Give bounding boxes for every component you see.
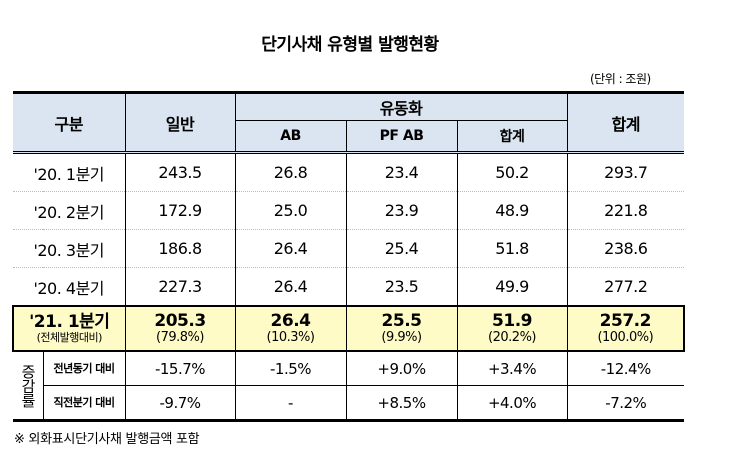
cell-sec-total: 51.9 (20.2%): [456, 305, 568, 352]
cell-general: 186.8: [124, 229, 236, 268]
footnote: ※ 외화표시단기사채 발행금액 포함: [14, 432, 200, 447]
cell-general: 172.9: [124, 191, 236, 230]
cell-total: 221.8: [566, 191, 685, 230]
cell-pfab: +8.5%: [345, 385, 458, 422]
table-row: '20. 4분기 227.3 26.4 23.5 49.9 277.2: [13, 267, 685, 306]
header-sec-total: 합계: [456, 120, 568, 153]
cell-ab: -: [234, 385, 347, 422]
table-row: '20. 3분기 186.8 26.4 25.4 51.8 238.6: [13, 229, 685, 268]
table-row: '20. 2분기 172.9 25.0 23.9 48.9 221.8: [13, 191, 685, 230]
cell-general: 205.3 (79.8%): [124, 305, 236, 352]
cell-ab: 26.4 (10.3%): [234, 305, 347, 352]
cell-sec-total: +4.0%: [456, 385, 568, 422]
cell-sec-total: 50.2: [456, 152, 568, 192]
row-label: 전년동기 대비: [42, 351, 126, 386]
cell-total: 257.2 (100.0%): [566, 305, 686, 352]
cell-total: -7.2%: [566, 385, 685, 422]
table-row: '20. 1분기 243.5 26.8 23.4 50.2 293.7: [13, 152, 685, 192]
cell-pfab: 23.4: [345, 152, 458, 192]
cell-general: -9.7%: [124, 385, 236, 422]
cell-pfab: 25.5 (9.9%): [345, 305, 458, 352]
row-label: '20. 2분기: [13, 191, 126, 230]
change-row: 직전분기 대비 -9.7% - +8.5% +4.0% -7.2%: [13, 385, 685, 422]
cell-general: 243.5: [124, 152, 236, 192]
cell-pfab: 25.4: [345, 229, 458, 268]
row-label: '20. 4분기: [13, 267, 126, 306]
change-group-label: 증감률: [13, 351, 44, 422]
cell-ab: 26.4: [234, 229, 347, 268]
cell-ab: -1.5%: [234, 351, 347, 386]
cell-ab: 25.0: [234, 191, 347, 230]
unit-label: (단위 : 조원): [590, 72, 651, 86]
cell-pfab: +9.0%: [345, 351, 458, 386]
page-title: 단기사채 유형별 발행현황: [261, 35, 439, 55]
cell-sec-total: 51.8: [456, 229, 568, 268]
row-label: 직전분기 대비: [43, 385, 126, 422]
row-label: '21. 1분기 (전체발행대비): [11, 305, 126, 352]
row-label: '20. 1분기: [13, 152, 126, 192]
cell-total: 277.2: [566, 267, 685, 306]
issuance-table: 구분 일반 유동화 합계 AB PF AB 합계 '20. 1분기 243.5 …: [11, 91, 686, 422]
highlight-row: '21. 1분기 (전체발행대비) 205.3 (79.8%) 26.4 (10.3%…: [11, 305, 686, 352]
cell-general: 227.3: [124, 267, 236, 306]
change-row: 증감률 전년동기 대비 -15.7% -1.5% +9.0% +3.4% -12…: [13, 351, 685, 422]
cell-ab: 26.4: [234, 267, 347, 306]
cell-ab: 26.8: [234, 152, 347, 192]
header-total: 합계: [566, 91, 685, 153]
cell-total: 293.7: [566, 152, 685, 192]
cell-pfab: 23.5: [345, 267, 458, 306]
header-ab: AB: [235, 120, 347, 153]
header-general: 일반: [124, 91, 236, 153]
cell-sec-total: +3.4%: [456, 351, 568, 386]
cell-sec-total: 49.9: [456, 267, 568, 306]
cell-total: -12.4%: [566, 351, 685, 386]
header-category: 구분: [13, 91, 126, 153]
row-label: '20. 3분기: [13, 229, 126, 268]
cell-total: 238.6: [566, 229, 685, 268]
header-securitization: 유동화: [234, 91, 568, 121]
header-pfab: PF AB: [345, 120, 458, 153]
cell-general: -15.7%: [124, 351, 236, 386]
cell-sec-total: 48.9: [456, 191, 568, 230]
cell-pfab: 23.9: [345, 191, 458, 230]
